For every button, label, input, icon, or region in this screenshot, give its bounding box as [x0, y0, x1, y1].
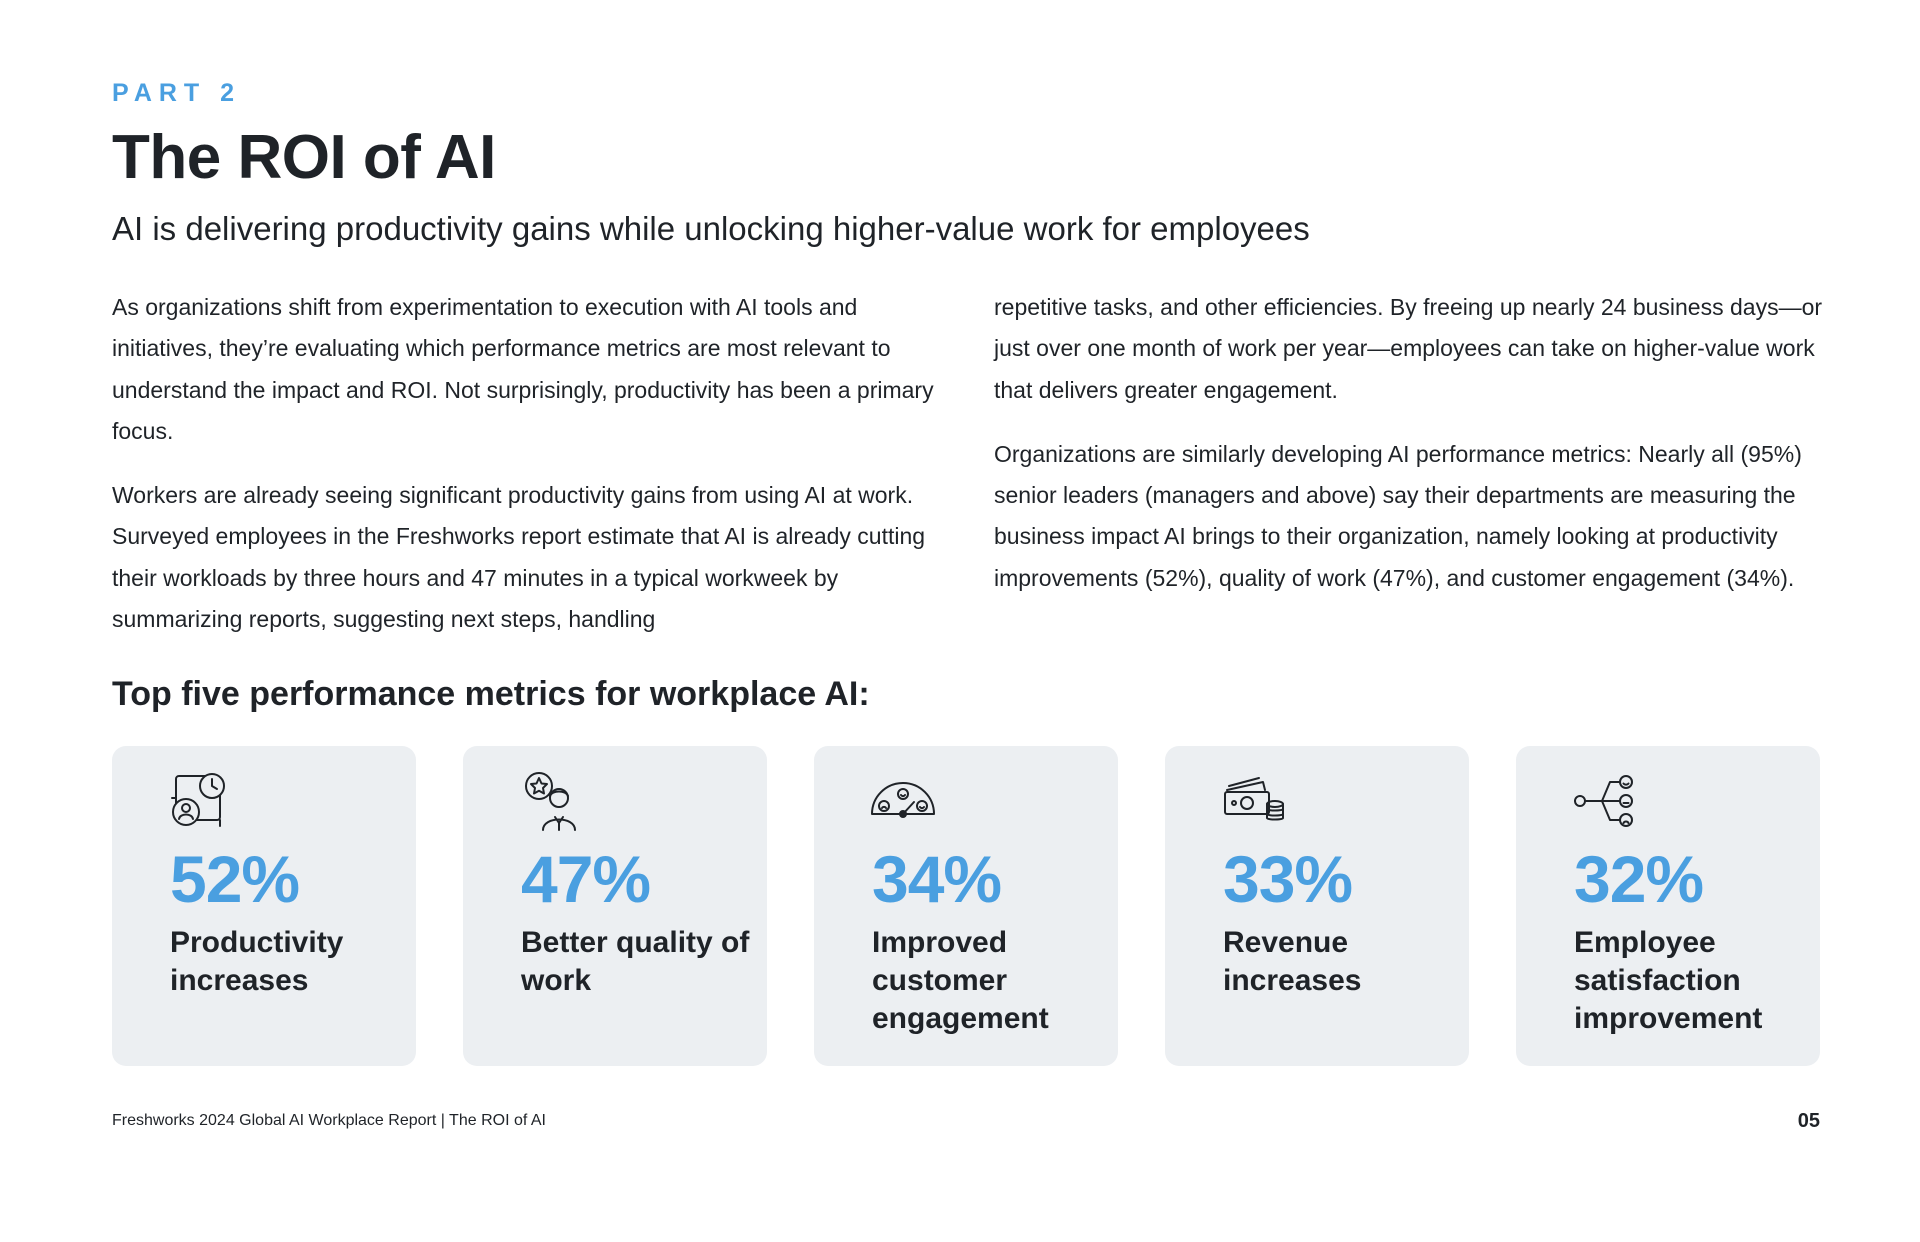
satisfaction-network-icon	[1572, 768, 1638, 834]
metric-label: Productivity increases	[170, 926, 344, 997]
metric-value: 32%	[1574, 842, 1704, 916]
metric-card-revenue: 33% Revenue increases	[1165, 746, 1469, 1066]
revenue-money-icon	[1221, 768, 1287, 834]
metric-card-quality: 47% Better quality of work	[463, 746, 767, 1066]
part-label: PART 2	[112, 79, 242, 107]
metric-card-productivity: 52% Productivity increases	[112, 746, 416, 1066]
metric-label: Better quality of work	[521, 926, 750, 997]
metrics-heading: Top five performance metrics for workpla…	[112, 675, 870, 713]
metric-label: Revenue increases	[1223, 926, 1362, 997]
body-column-right: repetitive tasks, and other efficiencies…	[994, 287, 1824, 622]
metric-value: 47%	[521, 842, 651, 916]
page-number: 05	[1797, 1110, 1820, 1132]
productivity-icon	[168, 768, 234, 834]
metric-value: 52%	[170, 842, 300, 916]
metric-card-satisfaction: 32% Employee satisfaction improvement	[1516, 746, 1820, 1066]
metric-card-engagement: 34% Improved customer engagement	[814, 746, 1118, 1066]
report-page: PART 2 The ROI of AI AI is delivering pr…	[112, 0, 1822, 1242]
metric-label: Improved customer engagement	[872, 926, 1049, 1035]
page-title: The ROI of AI	[112, 123, 496, 192]
metric-value: 33%	[1223, 842, 1353, 916]
body-paragraph: Workers are already seeing significant p…	[112, 482, 926, 633]
quality-of-work-icon	[519, 768, 585, 834]
metric-value: 34%	[872, 842, 1002, 916]
body-paragraph: As organizations shift from experimentat…	[112, 294, 934, 444]
engagement-gauge-icon	[870, 768, 936, 834]
page-subtitle: AI is delivering productivity gains whil…	[112, 210, 1310, 247]
body-paragraph: repetitive tasks, and other efficiencies…	[994, 294, 1823, 403]
body-column-left: As organizations shift from experimentat…	[112, 287, 942, 663]
footer-text: Freshworks 2024 Global AI Workplace Repo…	[112, 1112, 546, 1129]
metric-label: Employee satisfaction improvement	[1574, 926, 1763, 1035]
body-paragraph: Organizations are similarly developing A…	[994, 440, 1802, 591]
metrics-cards: 52% Productivity increases 47% Better qu…	[112, 746, 1820, 1066]
